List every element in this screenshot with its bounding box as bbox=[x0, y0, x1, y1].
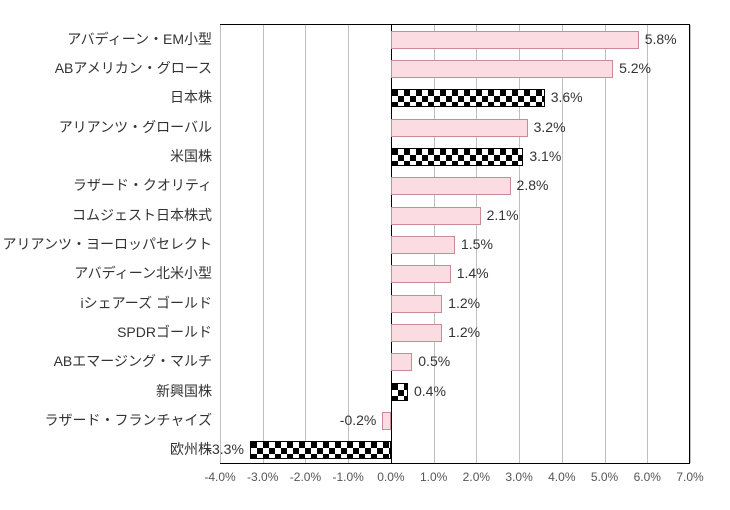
x-tick-label: 6.0% bbox=[634, 470, 661, 484]
gridline bbox=[690, 25, 691, 463]
gridline bbox=[647, 25, 648, 463]
value-label: 2.1% bbox=[487, 207, 519, 223]
category-label: ABアメリカン・グロース bbox=[55, 58, 212, 78]
x-tick-label: -1.0% bbox=[332, 470, 363, 484]
gridline bbox=[605, 25, 606, 463]
gridline bbox=[263, 25, 264, 463]
category-label: SPDRゴールド bbox=[117, 322, 212, 342]
plot-area bbox=[220, 24, 690, 464]
value-label: 2.8% bbox=[517, 177, 549, 193]
bar bbox=[391, 383, 408, 401]
x-tick-label: -4.0% bbox=[204, 470, 235, 484]
bar bbox=[391, 119, 528, 137]
x-tick-label: 5.0% bbox=[591, 470, 618, 484]
value-label: 1.4% bbox=[457, 265, 489, 281]
x-tick-label: -3.0% bbox=[247, 470, 278, 484]
value-label: 1.2% bbox=[448, 324, 480, 340]
value-label: 3.1% bbox=[529, 148, 561, 164]
gridline bbox=[348, 25, 349, 463]
x-tick-label: -2.0% bbox=[290, 470, 321, 484]
bar bbox=[382, 412, 391, 430]
value-label: 5.8% bbox=[645, 31, 677, 47]
x-tick-label: 4.0% bbox=[548, 470, 575, 484]
bar bbox=[391, 31, 639, 49]
bar bbox=[391, 148, 523, 166]
bar bbox=[250, 441, 391, 459]
x-tick-label: 1.0% bbox=[420, 470, 447, 484]
bar bbox=[391, 324, 442, 342]
category-label: ラザード・フランチャイズ bbox=[45, 410, 212, 430]
value-label: -3.3% bbox=[207, 441, 244, 457]
bar bbox=[391, 236, 455, 254]
bar bbox=[391, 265, 451, 283]
gridline bbox=[220, 25, 221, 463]
bar bbox=[391, 207, 481, 225]
value-label: 0.5% bbox=[418, 353, 450, 369]
value-label: 0.4% bbox=[414, 383, 446, 399]
x-tick-label: 0.0% bbox=[377, 470, 404, 484]
category-label: 米国株 bbox=[170, 146, 212, 166]
bar bbox=[391, 89, 545, 107]
gridline bbox=[305, 25, 306, 463]
value-label: -0.2% bbox=[340, 412, 377, 428]
category-label: アリアンツ・ヨーロッパセレクト bbox=[3, 234, 212, 254]
x-tick-label: 3.0% bbox=[505, 470, 532, 484]
category-label: 日本株 bbox=[170, 87, 212, 107]
category-label: アリアンツ・グローバル bbox=[59, 117, 212, 137]
x-tick-label: 2.0% bbox=[463, 470, 490, 484]
category-label: ABエマージング・マルチ bbox=[54, 351, 212, 371]
category-label: 新興国株 bbox=[156, 381, 212, 401]
value-label: 5.2% bbox=[619, 60, 651, 76]
value-label: 3.2% bbox=[534, 119, 566, 135]
bar bbox=[391, 295, 442, 313]
category-label: iシェアーズ ゴールド bbox=[81, 293, 212, 313]
bar bbox=[391, 60, 613, 78]
category-label: 欧州株 bbox=[170, 439, 212, 459]
value-label: 3.6% bbox=[551, 89, 583, 105]
category-label: コムジェスト日本株式 bbox=[72, 205, 212, 225]
chart-container: アバディーン・EM小型 ABアメリカン・グロース日本株アリアンツ・グローバル米国株… bbox=[0, 0, 730, 510]
category-label: ラザード・クオリティ bbox=[73, 175, 212, 195]
bar bbox=[391, 177, 511, 195]
category-label: アバディーン北米小型 bbox=[74, 263, 212, 283]
bar bbox=[391, 353, 412, 371]
x-tick-label: 7.0% bbox=[676, 470, 703, 484]
value-label: 1.2% bbox=[448, 295, 480, 311]
value-label: 1.5% bbox=[461, 236, 493, 252]
category-label: アバディーン・EM小型 bbox=[67, 29, 212, 49]
